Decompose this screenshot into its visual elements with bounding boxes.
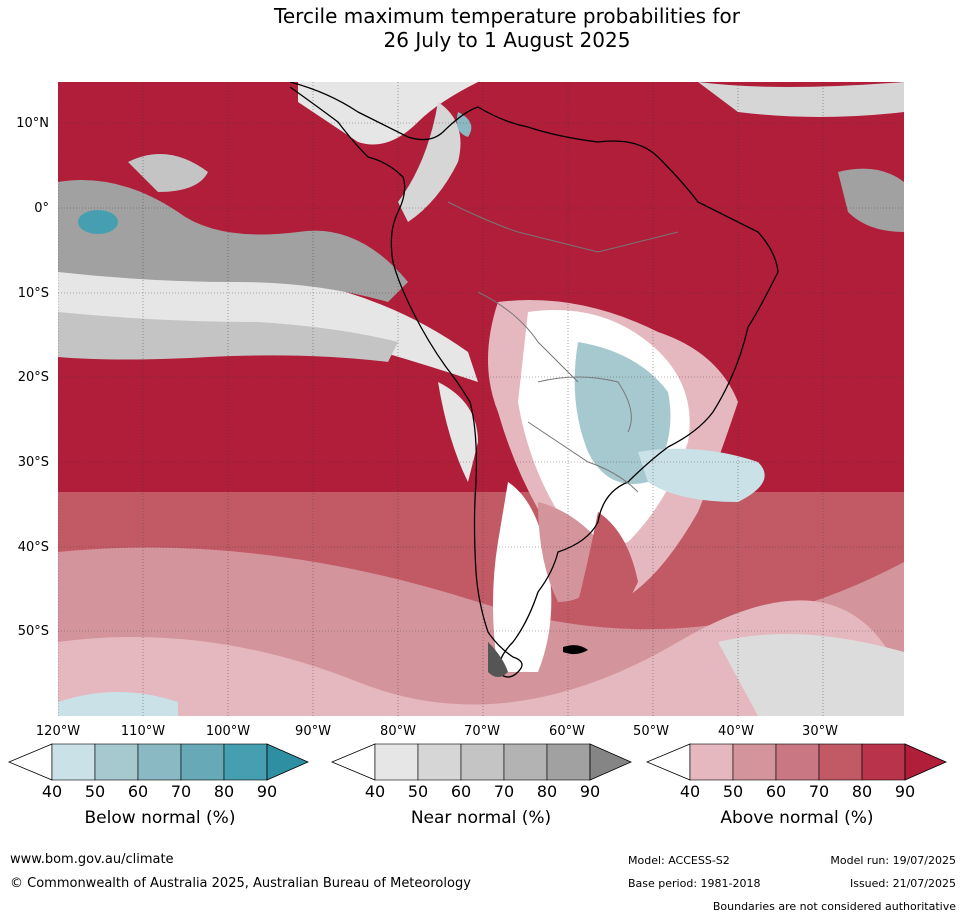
lon-label-50w: 50°W xyxy=(633,724,669,739)
lon-label-40w: 40°W xyxy=(718,724,754,739)
below-tick-70: 70 xyxy=(170,782,192,801)
lon-label-120w: 120°W xyxy=(35,724,81,739)
map-canvas xyxy=(58,82,904,716)
lat-label-0: 0° xyxy=(34,201,49,216)
near-tick-60: 60 xyxy=(450,782,472,801)
colorbar-near-normal xyxy=(331,743,632,781)
near-tick-50: 50 xyxy=(407,782,429,801)
footer-issued: Issued: 21/07/2025 xyxy=(849,877,956,890)
lat-label-40s: 40°S xyxy=(17,540,49,555)
border-bolivia-brazil xyxy=(537,376,632,433)
colorbar-above-bin-2 xyxy=(732,743,777,781)
below-tick-40: 40 xyxy=(41,782,63,801)
lat-label-10s: 10°S xyxy=(17,286,49,301)
footer-copyright: © Commonwealth of Australia 2025, Austra… xyxy=(10,876,471,891)
lon-label-60w: 60°W xyxy=(549,724,585,739)
atlantic-red-blob xyxy=(578,512,638,622)
southern-grey-patch xyxy=(718,634,904,716)
lat-label-30s: 30°S xyxy=(17,455,49,470)
colorbar-above-normal xyxy=(646,743,947,781)
border-peru-bolivia xyxy=(477,291,579,383)
lat-label-10n: 10°N xyxy=(16,116,49,131)
colorbar-below-min-arrow xyxy=(8,743,53,781)
north-atlantic-grey xyxy=(698,82,904,117)
lat-label-20s: 20°S xyxy=(17,370,49,385)
near-tick-90: 90 xyxy=(579,782,601,801)
title-line-2: 26 July to 1 August 2025 xyxy=(383,28,631,52)
colorbar-near-bin-1 xyxy=(374,743,419,781)
colorbar-below-bin-2 xyxy=(94,743,139,781)
map-title: Tercile maximum temperature probabilitie… xyxy=(0,4,965,52)
colorbar-above-bin-3 xyxy=(775,743,820,781)
colorbar-below-bin-4 xyxy=(180,743,225,781)
legend-label-above: Above normal (%) xyxy=(720,808,874,828)
colorbar-near-bin-3 xyxy=(460,743,505,781)
footer-url[interactable]: www.bom.gov.au/climate xyxy=(10,852,174,867)
colorbar-below-bin-1 xyxy=(51,743,96,781)
near-tick-40: 40 xyxy=(364,782,386,801)
footer-model-run: Model run: 19/07/2025 xyxy=(830,854,956,867)
colorbar-near-min-arrow xyxy=(331,743,376,781)
above-tick-80: 80 xyxy=(851,782,873,801)
lon-label-110w: 110°W xyxy=(120,724,166,739)
colorbar-near-bin-2 xyxy=(417,743,462,781)
above-tick-90: 90 xyxy=(894,782,916,801)
above-tick-60: 60 xyxy=(765,782,787,801)
colorbar-above-bin-4 xyxy=(818,743,863,781)
colorbar-above-bin-5 xyxy=(861,743,906,781)
falkland-islands xyxy=(563,645,588,655)
colorbar-near-max-arrow xyxy=(589,743,632,781)
legend-label-below: Below normal (%) xyxy=(84,808,236,828)
caribbean-blue xyxy=(456,112,472,137)
colorbar-near-bin-5 xyxy=(546,743,591,781)
tierra-del-fuego xyxy=(488,642,508,677)
colorbar-below-normal xyxy=(8,743,309,781)
lon-label-70w: 70°W xyxy=(464,724,500,739)
colorbar-below-max-arrow xyxy=(266,743,309,781)
colorbar-below-bin-5 xyxy=(223,743,268,781)
colorbar-near-bin-4 xyxy=(503,743,548,781)
lon-label-100w: 100°W xyxy=(205,724,251,739)
andes-grey xyxy=(438,382,478,482)
gridlines xyxy=(58,82,904,716)
pacific-grey-blob xyxy=(128,154,208,192)
pacific-grey-band xyxy=(58,252,478,382)
south-america-coastline xyxy=(289,82,779,678)
continent-blue xyxy=(574,342,671,484)
colorbar-below-bin-3 xyxy=(137,743,182,781)
below-tick-80: 80 xyxy=(213,782,235,801)
border-argentina-north xyxy=(527,421,639,493)
near-tick-80: 80 xyxy=(536,782,558,801)
below-tick-90: 90 xyxy=(256,782,278,801)
border-north xyxy=(447,201,679,253)
lon-label-80w: 80°W xyxy=(380,724,416,739)
lat-label-50s: 50°S xyxy=(17,624,49,639)
above-tick-50: 50 xyxy=(722,782,744,801)
lon-label-30w: 30°W xyxy=(802,724,838,739)
above-tick-40: 40 xyxy=(679,782,701,801)
colorbar-above-min-arrow xyxy=(646,743,691,781)
legend-label-near: Near normal (%) xyxy=(410,808,552,828)
colorbar-above-max-arrow xyxy=(904,743,947,781)
southern-blue-patch xyxy=(58,692,178,716)
atlantic-grey-patch xyxy=(838,168,904,232)
country-borders xyxy=(447,201,679,493)
footer-model: Model: ACCESS-S2 xyxy=(628,854,730,867)
forecast-map xyxy=(58,82,904,716)
above-tick-70: 70 xyxy=(808,782,830,801)
footer-disclaimer: Boundaries are not considered authoritat… xyxy=(712,900,956,913)
southern-band-3 xyxy=(58,600,904,716)
colorbar-above-bin-1 xyxy=(689,743,734,781)
below-tick-50: 50 xyxy=(84,782,106,801)
patagonia-white xyxy=(493,482,552,672)
near-tick-70: 70 xyxy=(493,782,515,801)
footer-base-period: Base period: 1981-2018 xyxy=(628,877,761,890)
below-tick-60: 60 xyxy=(127,782,149,801)
colombia-grey xyxy=(398,102,461,222)
pacific-dark-grey xyxy=(58,180,408,302)
lon-label-90w: 90°W xyxy=(295,724,331,739)
pacific-teal-blob xyxy=(78,210,118,234)
title-line-1: Tercile maximum temperature probabilitie… xyxy=(274,4,740,28)
